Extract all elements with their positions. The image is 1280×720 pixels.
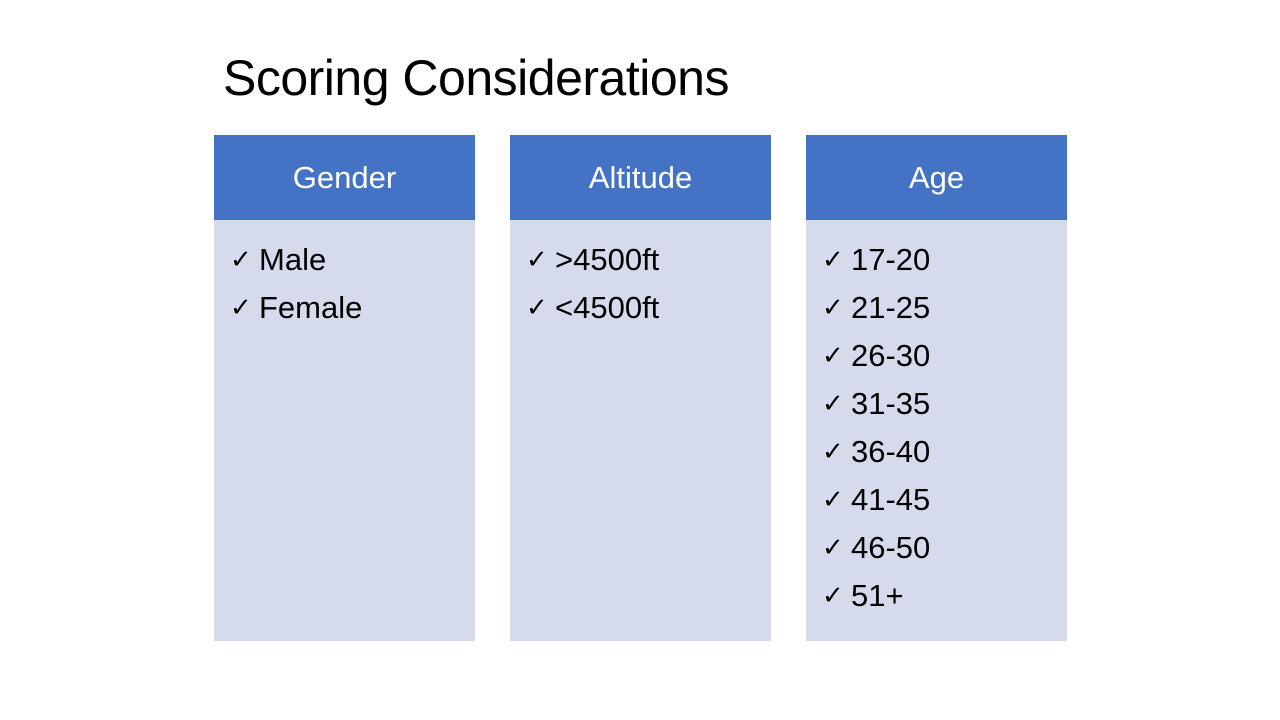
column-body-gender: ✓ Male ✓ Female <box>214 220 475 641</box>
check-icon: ✓ <box>230 245 252 275</box>
list-item-label: <4500ft <box>555 290 660 325</box>
list-item-label: 41-45 <box>851 482 931 517</box>
check-icon: ✓ <box>526 293 548 323</box>
list-item: ✓ 41-45 <box>822 476 1067 524</box>
column-body-altitude: ✓ >4500ft ✓ <4500ft <box>510 220 771 641</box>
check-icon: ✓ <box>230 293 252 323</box>
gender-column: Gender ✓ Male ✓ Female <box>214 135 475 641</box>
age-column: Age ✓ 17-20 ✓ 21-25 ✓ 26-30 ✓ 31-35 <box>806 135 1067 641</box>
check-icon: ✓ <box>822 437 844 467</box>
list-item-label: 36-40 <box>851 434 931 469</box>
list-item: ✓ <4500ft <box>526 284 771 332</box>
list-item-label: 31-35 <box>851 386 931 421</box>
list-item: ✓ 46-50 <box>822 524 1067 572</box>
list-item-label: 17-20 <box>851 242 931 277</box>
list-item: ✓ Female <box>230 284 475 332</box>
gender-list: ✓ Male ✓ Female <box>230 236 475 332</box>
check-icon: ✓ <box>822 341 844 371</box>
column-body-age: ✓ 17-20 ✓ 21-25 ✓ 26-30 ✓ 31-35 ✓ 36-4 <box>806 220 1067 641</box>
list-item: ✓ 51+ <box>822 572 1067 620</box>
altitude-list: ✓ >4500ft ✓ <4500ft <box>526 236 771 332</box>
list-item-label: Female <box>259 290 363 325</box>
list-item: ✓ Male <box>230 236 475 284</box>
check-icon: ✓ <box>822 245 844 275</box>
list-item: ✓ 36-40 <box>822 428 1067 476</box>
list-item-label: 21-25 <box>851 290 931 325</box>
list-item: ✓ 31-35 <box>822 380 1067 428</box>
age-list: ✓ 17-20 ✓ 21-25 ✓ 26-30 ✓ 31-35 ✓ 36-4 <box>822 236 1067 620</box>
check-icon: ✓ <box>822 533 844 563</box>
column-header-altitude: Altitude <box>510 135 771 220</box>
column-header-gender: Gender <box>214 135 475 220</box>
check-icon: ✓ <box>526 245 548 275</box>
list-item: ✓ 17-20 <box>822 236 1067 284</box>
list-item: ✓ 26-30 <box>822 332 1067 380</box>
check-icon: ✓ <box>822 293 844 323</box>
list-item: ✓ 21-25 <box>822 284 1067 332</box>
list-item-label: Male <box>259 242 327 277</box>
check-icon: ✓ <box>822 485 844 515</box>
list-item-label: >4500ft <box>555 242 660 277</box>
list-item-label: 46-50 <box>851 530 931 565</box>
altitude-column: Altitude ✓ >4500ft ✓ <4500ft <box>510 135 771 641</box>
slide-title: Scoring Considerations <box>223 50 729 106</box>
check-icon: ✓ <box>822 389 844 419</box>
check-icon: ✓ <box>822 581 844 611</box>
list-item-label: 26-30 <box>851 338 931 373</box>
list-item-label: 51+ <box>851 578 904 613</box>
list-item: ✓ >4500ft <box>526 236 771 284</box>
column-header-age: Age <box>806 135 1067 220</box>
